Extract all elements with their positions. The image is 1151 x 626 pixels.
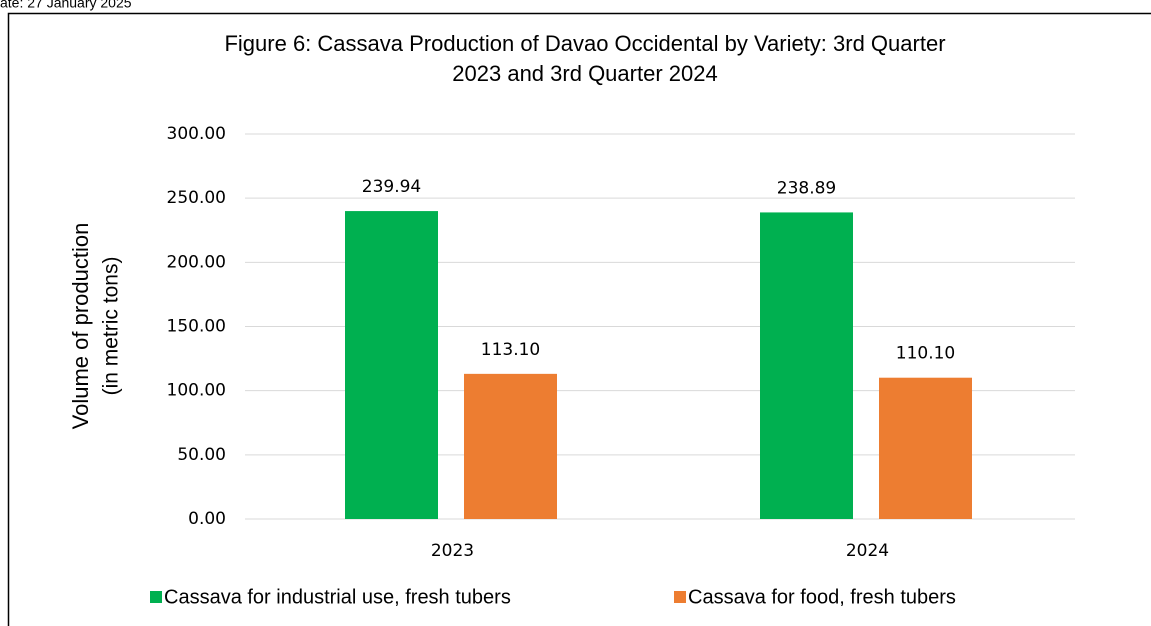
y-tick-label: 150.00 bbox=[167, 317, 226, 337]
chart-border bbox=[7, 12, 1151, 626]
data-label: 113.10 bbox=[481, 340, 540, 360]
legend-label: Cassava for food, fresh tubers bbox=[688, 586, 956, 608]
bar bbox=[464, 373, 557, 519]
y-axis-label: (in metric tons) bbox=[100, 257, 123, 396]
data-label: 238.89 bbox=[777, 178, 836, 198]
x-tick-label: 2023 bbox=[431, 541, 474, 561]
legend-swatch bbox=[674, 591, 686, 603]
date-line: ate: 27 January 2025 bbox=[0, 0, 132, 11]
bar bbox=[879, 377, 972, 519]
y-tick-label: 50.00 bbox=[177, 445, 226, 465]
y-tick-label: 250.00 bbox=[167, 188, 226, 208]
y-tick-label: 300.00 bbox=[167, 124, 226, 144]
y-axis-label: Volume of production bbox=[68, 223, 93, 430]
chart-title: 2023 and 3rd Quarter 2024 bbox=[452, 61, 717, 86]
x-tick-label: 2024 bbox=[846, 541, 889, 561]
y-tick-label: 200.00 bbox=[167, 252, 226, 272]
y-tick-label: 0.00 bbox=[188, 509, 226, 529]
y-tick-label: 100.00 bbox=[167, 381, 226, 401]
bar bbox=[345, 211, 438, 519]
bar bbox=[760, 212, 853, 519]
data-label: 239.94 bbox=[362, 177, 421, 197]
legend-swatch bbox=[150, 591, 162, 603]
legend-label: Cassava for industrial use, fresh tubers bbox=[164, 586, 511, 608]
data-label: 110.10 bbox=[896, 344, 955, 364]
chart-title: Figure 6: Cassava Production of Davao Oc… bbox=[224, 31, 945, 56]
